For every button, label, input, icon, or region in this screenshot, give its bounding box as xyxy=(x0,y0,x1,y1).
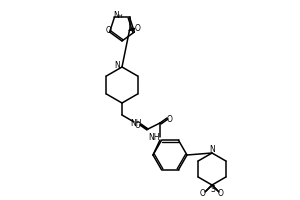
Text: O: O xyxy=(167,114,173,123)
Text: NH: NH xyxy=(148,134,160,142)
Text: O: O xyxy=(135,120,141,130)
Text: N: N xyxy=(209,144,215,154)
Text: NH: NH xyxy=(130,118,142,128)
Text: S: S xyxy=(211,186,215,194)
Text: O: O xyxy=(135,24,141,33)
Text: N: N xyxy=(113,11,119,20)
Text: O: O xyxy=(200,190,206,198)
Text: O: O xyxy=(106,26,112,35)
Text: O: O xyxy=(218,190,224,198)
Text: H: H xyxy=(117,14,122,19)
Text: N: N xyxy=(114,62,120,71)
